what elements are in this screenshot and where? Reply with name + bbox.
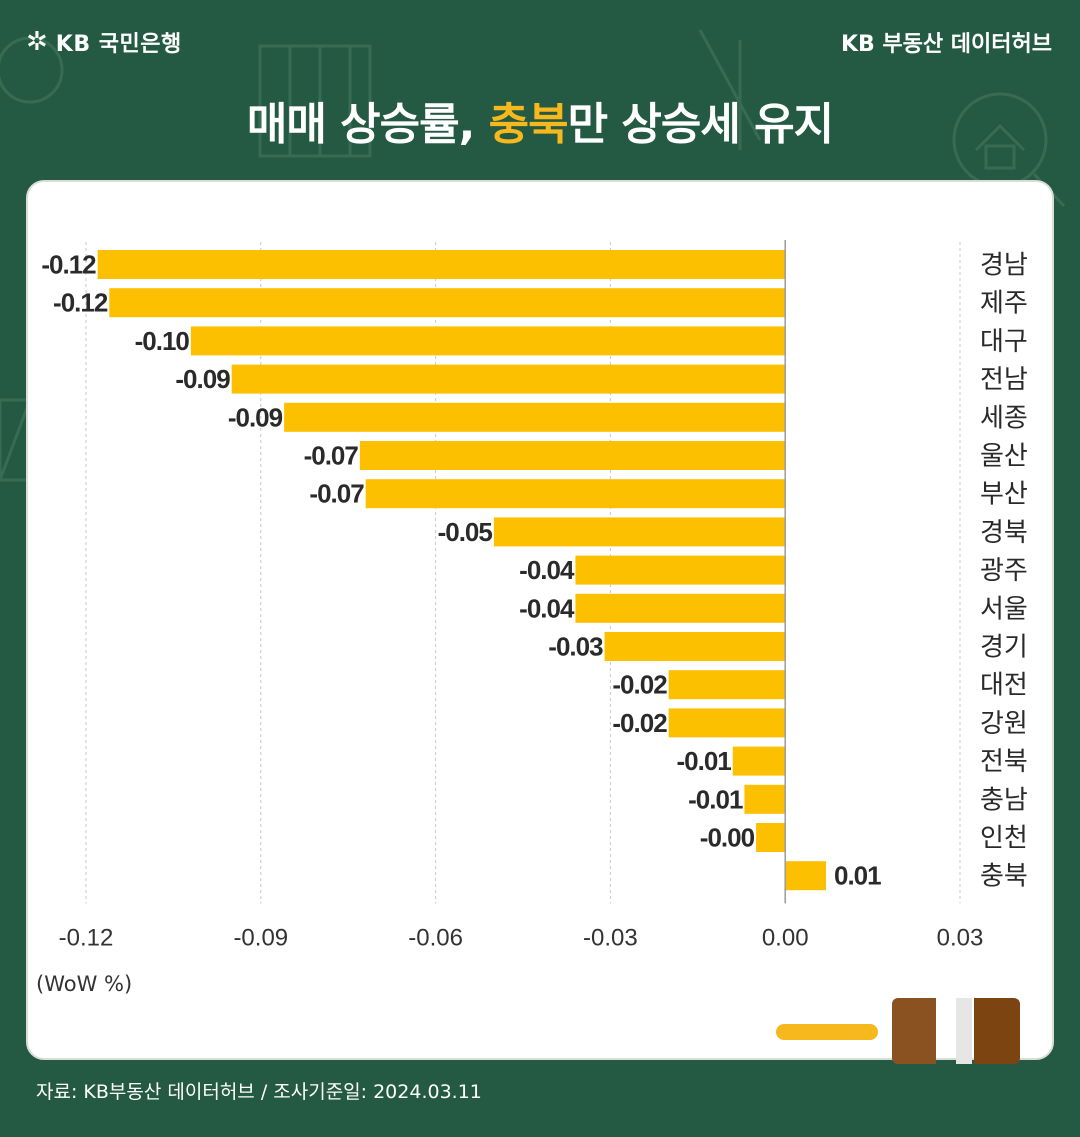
category-label: 인천 <box>980 824 1028 854</box>
bar <box>604 632 786 661</box>
logo-text: KB 국민은행 <box>55 32 182 57</box>
bar-value-label: -0.01 <box>688 784 743 814</box>
source-footnote: 자료: KB부동산 데이터허브 / 조사기준일: 2024.03.11 <box>36 1081 482 1103</box>
bar <box>756 823 786 852</box>
bar <box>284 402 786 432</box>
category-label: 대구 <box>980 327 1028 357</box>
bar-value-label: -0.12 <box>53 288 108 318</box>
bar-value-label: -0.04 <box>519 593 575 623</box>
brand-label: KB 부동산 데이터허브 <box>840 32 1052 57</box>
bar <box>668 670 786 700</box>
bar <box>575 555 786 585</box>
bar-value-label: -0.07 <box>304 441 359 471</box>
category-label: 대전 <box>980 671 1028 701</box>
category-label: 강원 <box>980 709 1028 739</box>
bar-value-label: -0.00 <box>700 823 755 853</box>
category-label: 광주 <box>980 556 1028 586</box>
category-label: 충남 <box>980 785 1028 815</box>
category-label: 경북 <box>980 518 1028 548</box>
decorative-book-1 <box>892 998 936 1064</box>
chart-card: -0.12 경남 -0.12 제주 -0.10 대구 -0.09 전남 -0.09 세종 -0.07… <box>26 180 1054 1064</box>
bar <box>190 326 786 356</box>
decorative-book-2 <box>956 998 972 1064</box>
category-label: 경기 <box>980 633 1028 663</box>
title-highlight: 충북 <box>488 99 569 150</box>
bar-chart: -0.12 경남 -0.12 제주 -0.10 대구 -0.09 전남 -0.09 세종 -0.07… <box>41 240 1028 951</box>
bar-value-label: -0.02 <box>612 708 667 738</box>
kb-star-icon: ✲ <box>26 27 48 57</box>
bar-value-label: -0.03 <box>548 632 603 662</box>
x-tick-label: -0.12 <box>59 924 114 951</box>
category-label: 경남 <box>980 251 1028 281</box>
bar <box>359 441 786 470</box>
bar <box>575 593 786 623</box>
bar-value-label: -0.09 <box>228 402 283 432</box>
kb-kookmin-logo: ✲ KB 국민은행 <box>26 26 182 58</box>
bar <box>744 784 786 814</box>
bar-value-label: -0.12 <box>41 250 96 280</box>
bar <box>668 708 786 738</box>
bar-value-label: -0.04 <box>519 555 575 585</box>
category-label: 전남 <box>980 365 1028 395</box>
category-label: 부산 <box>980 480 1028 510</box>
bar <box>97 250 786 279</box>
title-part1: 매매 상승률, <box>246 99 489 150</box>
decorative-book-3 <box>974 998 1020 1064</box>
x-tick-label: 0.03 <box>937 924 984 951</box>
x-tick-label: -0.06 <box>408 924 463 951</box>
bar-value-label: -0.07 <box>309 479 364 509</box>
bar <box>231 364 786 394</box>
bar-value-label: -0.05 <box>438 517 493 547</box>
bar <box>493 517 786 547</box>
bar-value-label: -0.01 <box>676 746 731 776</box>
bar <box>365 479 786 509</box>
page-title: 매매 상승률, 충북만 상승세 유지 <box>0 88 1080 152</box>
bar-value-label: 0.01 <box>834 861 881 891</box>
category-label: 충북 <box>980 862 1028 892</box>
x-tick-label: 0.00 <box>762 924 809 951</box>
title-part2: 만 상승세 유지 <box>567 99 835 150</box>
category-label: 서울 <box>980 594 1028 624</box>
x-tick-label: -0.03 <box>583 924 638 951</box>
category-label: 울산 <box>980 442 1028 472</box>
decorative-yellow-bar <box>776 1024 878 1040</box>
category-label: 전북 <box>980 747 1028 777</box>
category-label: 제주 <box>980 289 1028 319</box>
bar-value-label: -0.02 <box>612 670 667 700</box>
x-tick-label: -0.09 <box>233 924 288 951</box>
category-label: 세종 <box>980 403 1028 433</box>
bar <box>109 288 786 318</box>
bar-value-label: -0.10 <box>135 326 190 356</box>
unit-label: (WoW %) <box>36 972 133 996</box>
bar <box>732 746 786 776</box>
bar <box>785 861 826 891</box>
bar-value-label: -0.09 <box>175 364 230 394</box>
